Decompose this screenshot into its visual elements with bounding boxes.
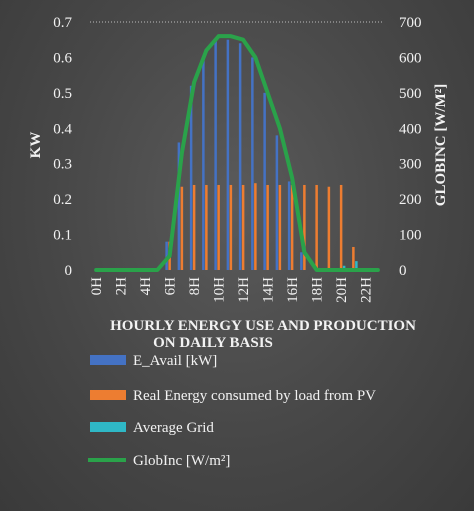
x-tick-12H: 12H xyxy=(236,277,252,303)
bar-real-energy-consumed-by-load-from-pv-20H xyxy=(339,184,343,270)
chart-title-line-1: HOURLY ENERGY USE AND PRODUCTION xyxy=(110,318,416,334)
bar-e-avail-kw-12H xyxy=(238,43,242,270)
bar-real-energy-consumed-by-load-from-pv-13H xyxy=(254,183,257,270)
bar-e-avail-kw-15H xyxy=(275,135,279,270)
left-tick-0.7: 0.7 xyxy=(53,15,72,31)
x-tick-18H: 18H xyxy=(310,277,326,303)
legend-label-real-energy-consumed-by-load-from-pv: Real Energy consumed by load from PV xyxy=(133,388,376,404)
bar-real-energy-consumed-by-load-from-pv-16H xyxy=(290,184,294,270)
bar-e-avail-kw-17H xyxy=(300,252,303,270)
bar-real-energy-consumed-by-load-from-pv-21H xyxy=(352,246,355,270)
y-axis-title-right: GLOBINC [W/M²] xyxy=(433,84,449,206)
right-tick-300: 300 xyxy=(399,157,422,173)
legend-label-average-grid: Average Grid xyxy=(133,420,214,436)
left-tick-0.4: 0.4 xyxy=(53,121,72,137)
left-tick-0.2: 0.2 xyxy=(53,192,72,208)
legend-swatch-average-grid xyxy=(90,422,126,432)
bar-real-energy-consumed-by-load-from-pv-8H xyxy=(192,184,196,270)
bar-e-avail-kw-11H xyxy=(226,39,230,270)
bar-e-avail-kw-6H xyxy=(165,241,168,270)
bar-real-energy-consumed-by-load-from-pv-9H xyxy=(205,184,208,270)
legend-swatch-real-energy-consumed-by-load-from-pv xyxy=(90,390,126,400)
right-tick-0: 0 xyxy=(399,263,407,279)
bar-real-energy-consumed-by-load-from-pv-17H xyxy=(303,184,306,270)
right-tick-200: 200 xyxy=(399,192,422,208)
bar-e-avail-kw-16H xyxy=(287,181,291,270)
x-tick-2H: 2H xyxy=(114,277,130,296)
x-tick-0H: 0H xyxy=(89,277,105,296)
left-tick-0.1: 0.1 xyxy=(53,228,72,244)
legend-label-globinc-w-m: GlobInc [W/m²] xyxy=(133,453,230,469)
x-tick-6H: 6H xyxy=(163,277,179,296)
chart-title-line-2: ON DAILY BASIS xyxy=(153,335,273,351)
left-axis-ticks: 0 0.1 0.2 0.3 0.4 0.5 0.6 0.7 xyxy=(53,15,72,279)
right-tick-600: 600 xyxy=(399,50,422,66)
x-tick-22H: 22H xyxy=(359,277,375,303)
bar-e-avail-kw-8H xyxy=(189,85,193,271)
legend-swatch-e-avail-kw xyxy=(90,355,126,365)
bar-real-energy-consumed-by-load-from-pv-14H xyxy=(266,184,269,270)
x-tick-4H: 4H xyxy=(138,277,154,296)
x-tick-10H: 10H xyxy=(212,277,228,303)
x-tick-20H: 20H xyxy=(334,277,350,303)
right-tick-400: 400 xyxy=(399,121,422,137)
left-tick-0.5: 0.5 xyxy=(53,86,72,102)
bar-e-avail-kw-10H xyxy=(214,39,217,270)
bar-average-grid-21H xyxy=(355,261,358,270)
bar-e-avail-kw-14H xyxy=(263,92,266,270)
x-tick-8H: 8H xyxy=(187,277,203,296)
plot-line xyxy=(94,34,380,272)
right-tick-700: 700 xyxy=(399,15,422,31)
x-tick-14H: 14H xyxy=(261,277,277,303)
bar-real-energy-consumed-by-load-from-pv-7H xyxy=(180,186,184,270)
y-axis-title-left: KW xyxy=(28,132,44,159)
bar-real-energy-consumed-by-load-from-pv-15H xyxy=(278,184,282,270)
legend: E_Avail [kW] Real Energy consumed by load… xyxy=(88,353,376,469)
left-tick-0: 0 xyxy=(65,263,73,279)
bar-real-energy-consumed-by-load-from-pv-12H xyxy=(241,184,245,270)
plot-bars xyxy=(90,21,384,271)
x-tick-16H: 16H xyxy=(285,277,301,303)
line-globinc xyxy=(94,34,380,272)
bar-real-energy-consumed-by-load-from-pv-11H xyxy=(229,184,233,270)
left-tick-0.6: 0.6 xyxy=(53,50,72,66)
right-axis-ticks: 0 100 200 300 400 500 600 700 xyxy=(399,15,422,279)
left-tick-0.3: 0.3 xyxy=(53,157,72,173)
right-tick-500: 500 xyxy=(399,86,422,102)
x-axis-ticks: 0H 2H 4H 6H 8H 10H 12H 14H 16H 18H 20H 22H xyxy=(89,277,375,303)
bar-average-grid-20H xyxy=(342,265,346,270)
bar-real-energy-consumed-by-load-from-pv-18H xyxy=(315,184,318,270)
bar-real-energy-consumed-by-load-from-pv-19H xyxy=(327,186,331,270)
bar-e-avail-kw-9H xyxy=(202,57,205,270)
bar-e-avail-kw-7H xyxy=(177,142,181,270)
right-tick-100: 100 xyxy=(399,228,422,244)
bar-real-energy-consumed-by-load-from-pv-10H xyxy=(217,184,220,270)
legend-label-e-avail-kw: E_Avail [kW] xyxy=(133,353,217,369)
bar-e-avail-kw-13H xyxy=(251,57,254,270)
